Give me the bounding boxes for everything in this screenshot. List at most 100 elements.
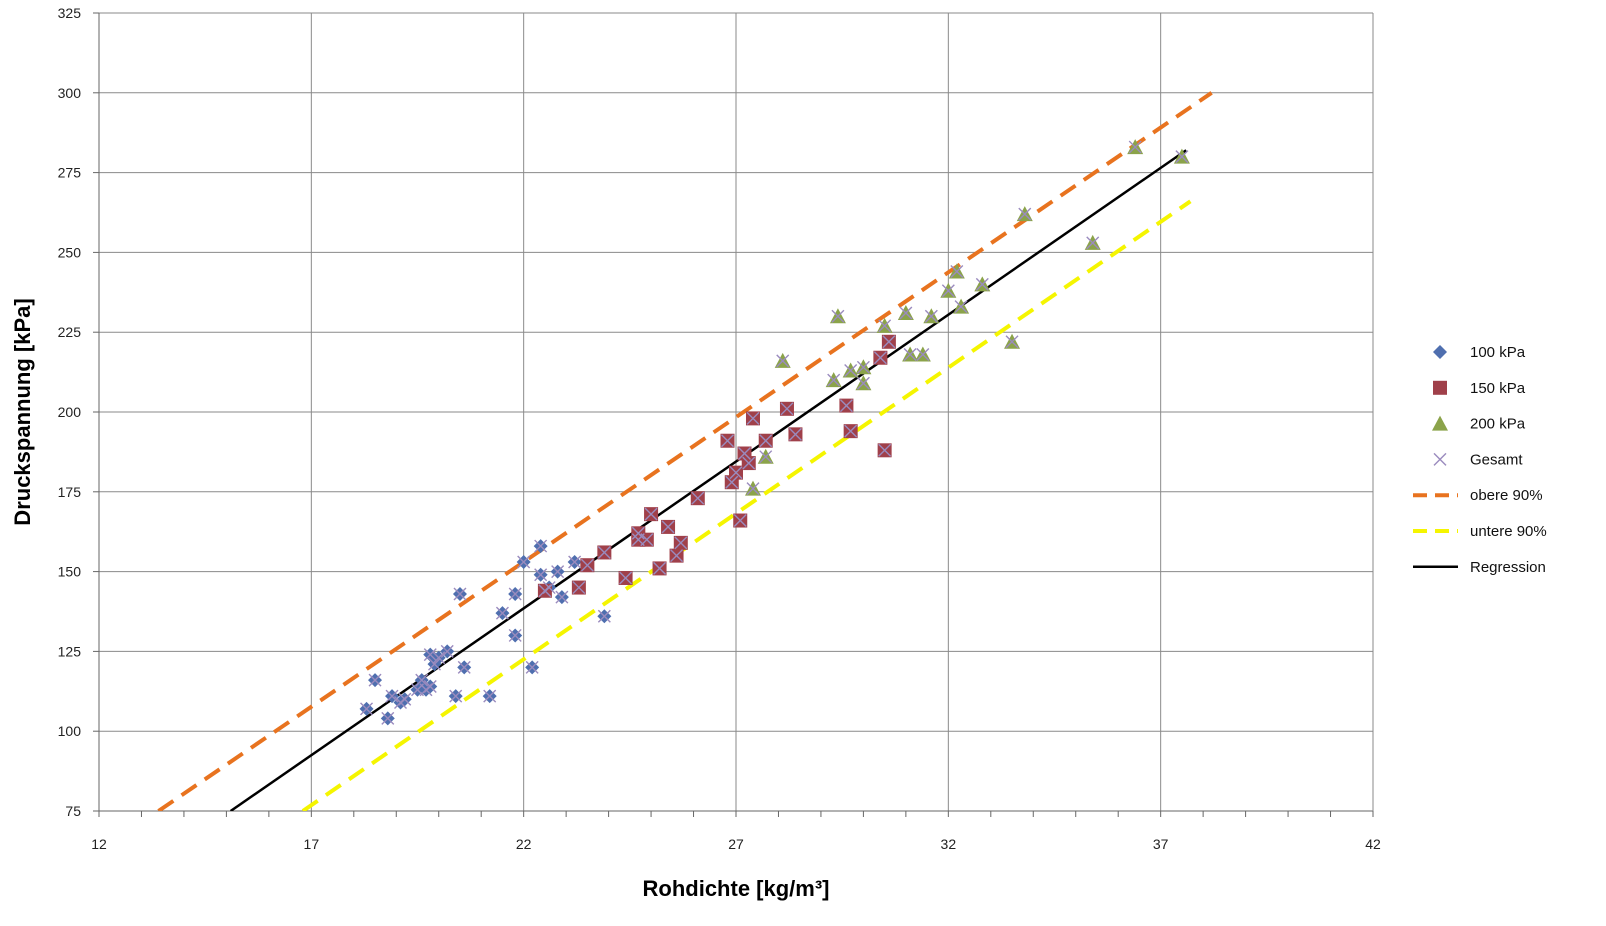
point-gesamt-b [1005,335,1019,349]
x-tick-label: 32 [941,836,957,852]
point-gesamt-b [631,526,645,540]
point-gesamt-b [721,434,735,448]
y-tick-label: 75 [65,803,81,819]
point-gesamt [856,360,870,374]
point-gesamt-b [495,606,509,620]
point-gesamt-b [1128,140,1142,154]
point-gesamt-b [619,571,633,585]
point-gesamt [899,306,913,320]
point-gesamt-b [423,648,437,662]
point-gesamt-b [457,660,471,674]
legend-label: Regression [1470,559,1546,576]
point-gesamt-b [844,424,858,438]
legend-label: 100 kPa [1470,344,1526,361]
x-tick-label: 27 [728,836,744,852]
x-tick-label: 22 [516,836,532,852]
point-gesamt-b [555,590,569,604]
point-gesamt [1128,140,1142,154]
y-tick-label: 200 [58,404,82,420]
point-gesamt [534,568,548,582]
legend-label: 200 kPa [1470,416,1526,433]
point-gesamt-b [568,555,582,569]
point-gesamt [555,590,569,604]
line-regression [229,149,1187,811]
point-gesamt-b [882,335,896,349]
point-gesamt-b [432,651,446,665]
point-gesamt [780,402,794,416]
point-gesamt [844,424,858,438]
point-gesamt [423,680,437,694]
point-gesamt [415,673,429,687]
point-gesamt [742,456,756,470]
point-gesamt [432,651,446,665]
point-gesamt-b [661,520,675,534]
point-gesamt [733,514,747,528]
point-gesamt-b [950,265,964,279]
point-gesamt [831,309,845,323]
point-gesamt [538,584,552,598]
y-tick-label: 175 [58,484,82,500]
point-gesamt-b [423,680,437,694]
point-gesamt [661,520,675,534]
point-gesamt-b [427,657,441,671]
point-gesamt [878,443,892,457]
point-gesamt-b [597,545,611,559]
y-tick-label: 100 [58,723,82,739]
point-gesamt [691,491,705,505]
point-gesamt [844,364,858,377]
point-gesamt [827,373,841,387]
point-gesamt-b [827,373,841,387]
point-gesamt [427,657,441,671]
point-gesamt [839,399,853,413]
point-gesamt-b [733,514,747,528]
y-tick-label: 125 [58,643,82,659]
legend-label: untere 90% [1470,523,1547,540]
point-gesamt-b [368,673,382,687]
legend-label: Gesamt [1470,451,1523,468]
grid-lines [98,12,1374,812]
x-tick-label: 37 [1153,836,1169,852]
point-gesamt-b [385,689,399,703]
point-gesamt-b [525,660,539,674]
point-gesamt [950,265,964,279]
point-gesamt [873,351,887,365]
point-gesamt [644,507,658,521]
point-gesamt-b [640,533,654,547]
point-gesamt-b [1086,236,1100,250]
x-axis-title: Rohdichte [kg/m³] [643,876,830,901]
legend-swatch-x [1433,452,1447,466]
point-gesamt [440,644,454,658]
point-gesamt-b [597,609,611,623]
axes [93,12,1374,817]
point-gesamt [517,555,531,569]
point-gesamt-b [517,555,531,569]
point-gesamt-b [644,507,658,521]
point-gesamt [759,434,773,448]
point-gesamt-b [381,711,395,725]
point-gesamt [975,277,989,291]
point-gesamt [385,689,399,703]
point-gesamt-b [776,354,790,368]
point-gesamt-b [534,568,548,582]
point-gesamt [674,536,688,550]
point-gesamt [1018,207,1032,221]
point-gesamt [449,689,463,703]
point-gesamt [495,606,509,620]
point-gesamt-b [551,565,565,579]
point-gesamt-b [878,443,892,457]
point-gesamt-b [653,561,667,575]
point-gesamt [525,660,539,674]
point-gesamt [508,628,522,642]
point-gesamt [746,482,760,496]
point-gesamt-b [674,536,688,550]
point-gesamt [941,284,955,298]
point-gesamt [580,558,594,572]
point-gesamt-b [415,673,429,687]
legend-label: 150 kPa [1470,380,1526,397]
y-tick-label: 300 [58,85,82,101]
point-gesamt-b [534,539,548,553]
x-tick-label: 17 [304,836,320,852]
point-gesamt [721,434,735,448]
point-gesamt [597,545,611,559]
